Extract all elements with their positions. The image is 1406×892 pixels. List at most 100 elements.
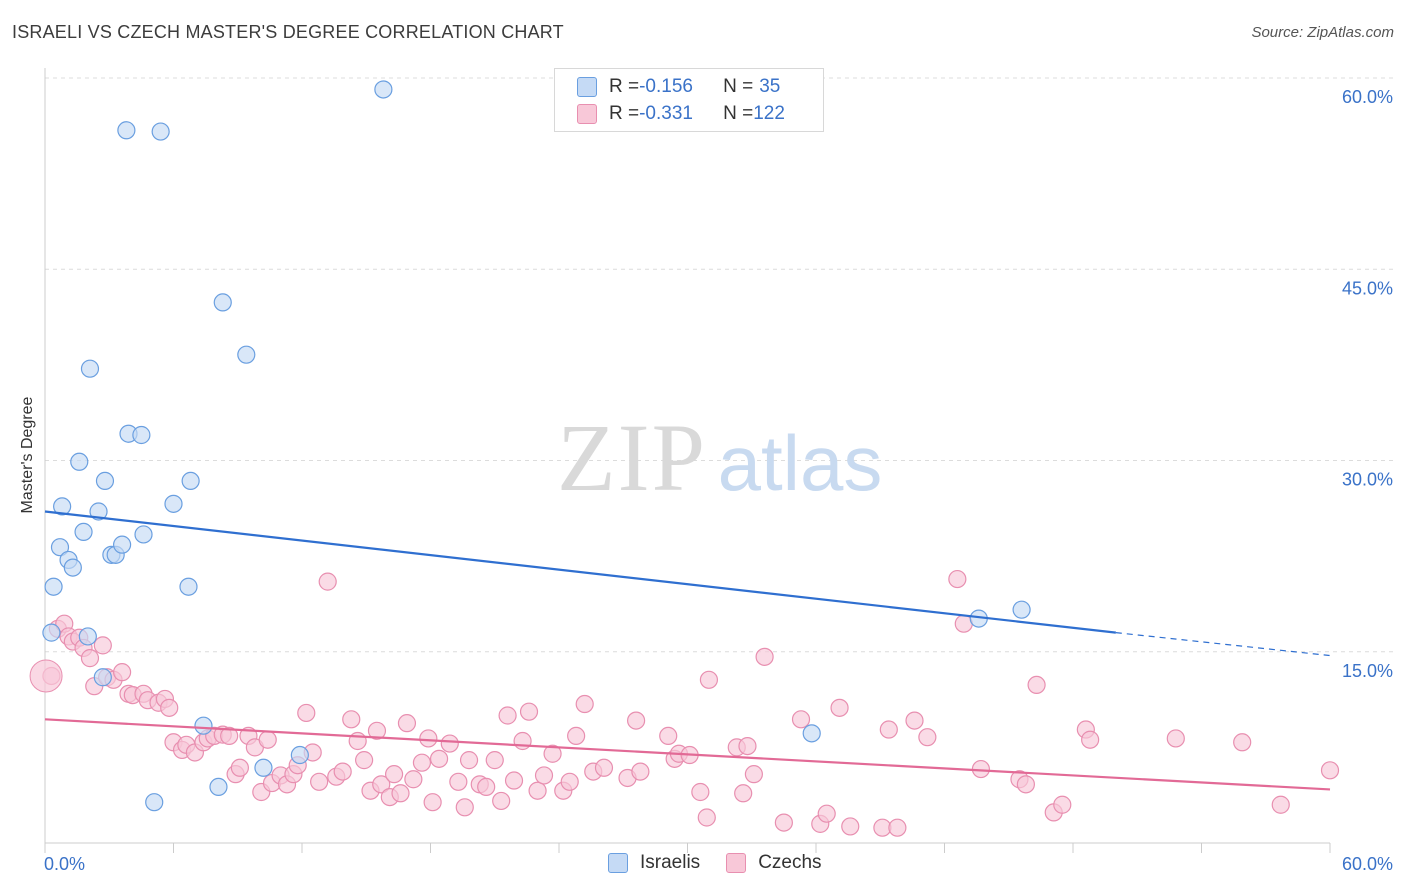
- tick-labels: 15.0% 30.0% 45.0% 60.0% 0.0% 60.0%: [44, 87, 1393, 874]
- czechs-point-57: [412, 753, 432, 772]
- czechs-point-74: [534, 766, 554, 785]
- czechs-point-96: [755, 647, 774, 666]
- czechs-point-120: [1271, 795, 1290, 814]
- israelis-point-3: [53, 497, 72, 516]
- israelis-point-6: [70, 452, 89, 471]
- czechs-point-9: [93, 636, 112, 655]
- israelis-point-7: [74, 522, 93, 542]
- czechs-point-83: [626, 711, 646, 730]
- czechs-point-56: [404, 770, 423, 789]
- trend-lines: [44, 510, 1331, 791]
- czechs-point-79: [575, 694, 594, 714]
- czechs-point-40: [297, 703, 316, 723]
- czechs-point-91: [699, 670, 719, 689]
- czechs-point-cluster: [29, 659, 63, 693]
- czechs-point-89: [691, 782, 710, 802]
- czechs-point-107: [918, 728, 937, 747]
- czechs-point-30: [230, 758, 249, 777]
- israelis-point-30: [290, 745, 309, 765]
- israelis-point-25: [194, 716, 213, 735]
- legend-n-value: 35: [759, 76, 781, 97]
- israelis-point-9: [80, 359, 100, 378]
- legend-n-label: N =: [723, 103, 754, 124]
- czechs-trend-line: [44, 718, 1331, 791]
- series-czechs: [29, 569, 1340, 837]
- israelis-trend-line: [44, 510, 1116, 634]
- czechs-point-69: [498, 706, 517, 725]
- israelis-point-31: [374, 80, 393, 99]
- israelis-point-29: [254, 758, 273, 777]
- watermark-zip: ZIP: [557, 404, 707, 511]
- legend-r-label: R =: [609, 103, 640, 124]
- czechs-point-105: [888, 818, 907, 837]
- czechs-point-60: [429, 749, 449, 768]
- watermark: ZIP atlas: [557, 404, 882, 511]
- israelis-point-23: [179, 577, 198, 596]
- x-tick-label-1: 60.0%: [1342, 854, 1393, 874]
- czechs-point-19: [160, 698, 179, 717]
- czechs-point-68: [492, 791, 511, 811]
- legend-item-czechs[interactable]: Czechs: [726, 852, 822, 874]
- czechs-point-73: [528, 781, 547, 800]
- czechs-point-81: [594, 758, 614, 777]
- israelis-point-22: [164, 494, 183, 513]
- israelis-point-0: [42, 623, 61, 642]
- czechs-point-7: [80, 649, 100, 668]
- czechs-point-75: [543, 744, 562, 763]
- czechs-point-54: [391, 784, 410, 803]
- czechs-point-118: [1166, 729, 1185, 748]
- x-tick-label-0: 0.0%: [44, 854, 85, 874]
- czechs-point-93: [734, 784, 753, 803]
- czechs-point-85: [659, 726, 678, 746]
- israelis-trend-extension: [1115, 632, 1331, 657]
- czechs-point-58: [419, 729, 438, 748]
- czechs-point-121: [1320, 761, 1340, 780]
- israelis-point-28: [237, 345, 256, 364]
- czechs-point-34: [258, 730, 277, 749]
- chart-title: ISRAELI VS CZECH MASTER'S DEGREE CORRELA…: [12, 22, 564, 42]
- series-israelis: [42, 80, 1031, 812]
- czechs-point-77: [560, 772, 579, 791]
- czechs-point-50: [367, 721, 387, 740]
- israelis-point-32: [802, 724, 821, 743]
- czechs-point-67: [485, 751, 504, 770]
- czechs-point-55: [397, 714, 417, 733]
- czechs-point-94: [738, 736, 757, 756]
- y-tick-label-2: 45.0%: [1342, 278, 1393, 298]
- czechs-point-98: [791, 710, 811, 729]
- israelis-point-15: [112, 535, 132, 554]
- legend-label-czechs: Czechs: [758, 852, 822, 873]
- y-tick-label-0: 15.0%: [1342, 661, 1393, 681]
- legend-swatch-czechs: [577, 104, 597, 124]
- israelis-point-18: [132, 425, 151, 445]
- legend-row-czechs: R = -0.331 N = 122: [577, 101, 785, 127]
- israelis-point-8: [78, 627, 97, 646]
- legend-swatch-czechs: [726, 853, 747, 873]
- legend-r-value: -0.331: [639, 103, 693, 124]
- israelis-point-21: [151, 122, 170, 141]
- israelis-point-27: [213, 293, 232, 312]
- czechs-point-28: [220, 726, 239, 746]
- czechs-point-43: [318, 572, 337, 591]
- y-tick-label-1: 30.0%: [1342, 470, 1393, 490]
- israelis-point-10: [89, 502, 108, 521]
- czechs-point-113: [1027, 675, 1046, 695]
- legend-item-israelis[interactable]: Israelis: [608, 852, 700, 874]
- y-tick-label-3: 60.0%: [1342, 87, 1393, 107]
- legend-n-value: 122: [753, 103, 785, 124]
- czechs-point-115: [1053, 795, 1072, 814]
- czechs-point-64: [459, 751, 479, 770]
- czechs-point-119: [1233, 733, 1252, 752]
- israelis-point-11: [93, 668, 112, 687]
- czechs-point-108: [948, 569, 967, 589]
- czechs-point-90: [697, 808, 716, 827]
- watermark-atlas: atlas: [718, 419, 883, 507]
- czechs-point-101: [830, 698, 849, 717]
- israelis-point-26: [209, 777, 228, 797]
- czechs-point-48: [355, 751, 374, 770]
- czechs-point-61: [440, 734, 459, 753]
- legend-r-value: -0.156: [639, 76, 693, 97]
- czechs-point-42: [310, 772, 329, 791]
- czechs-point-117: [1081, 730, 1100, 749]
